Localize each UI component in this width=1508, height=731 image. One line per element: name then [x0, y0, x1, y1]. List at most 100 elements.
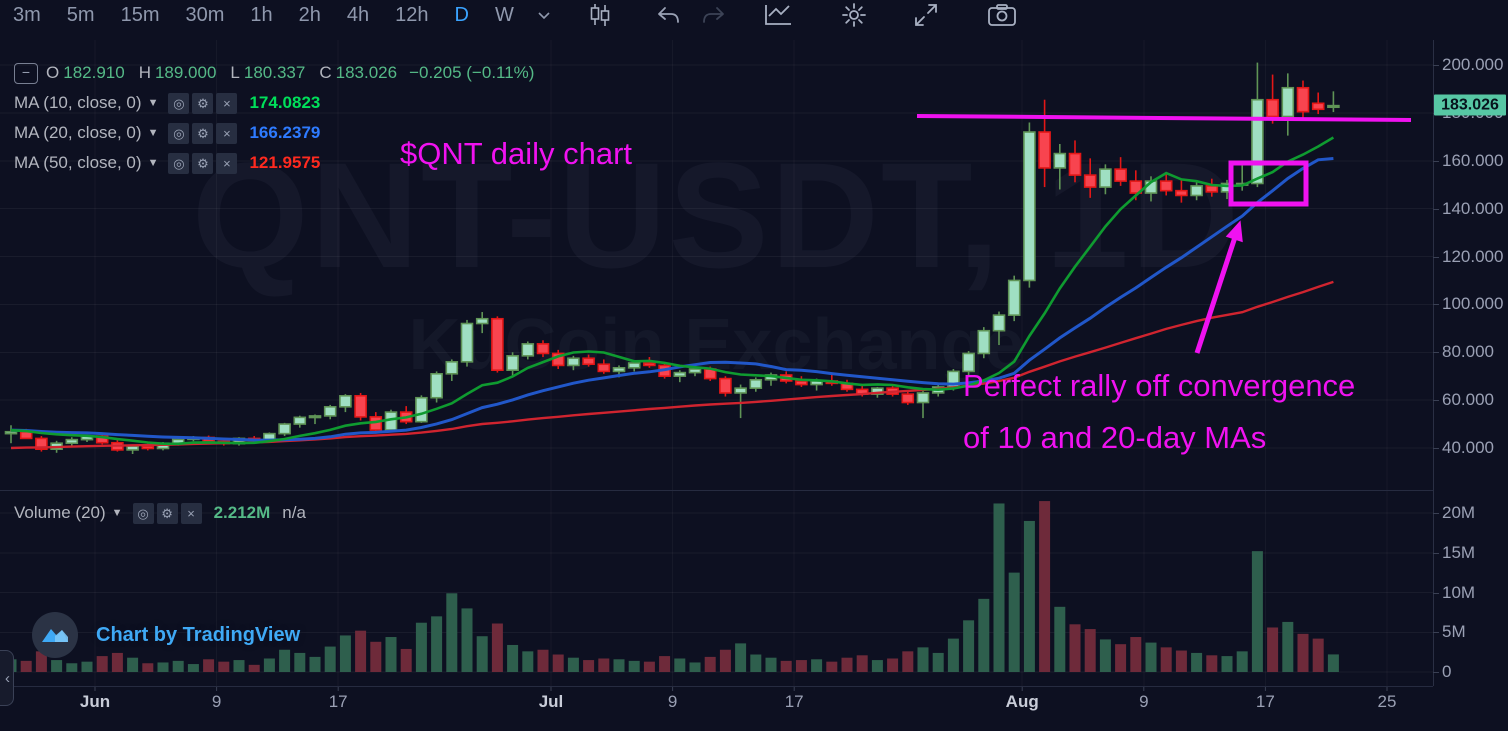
annotation-note-line1: Perfect rally off convergence: [963, 368, 1356, 403]
volume-tick-label: 20M: [1442, 503, 1476, 522]
ma20-row: MA (20, close, 0) ▼ ◎ ⚙ × 166.2379: [14, 118, 538, 148]
tradingview-logo-icon[interactable]: [32, 612, 78, 658]
ma20-remove-icon[interactable]: ×: [216, 122, 238, 144]
price-tick: [1433, 352, 1439, 354]
timeframe-1d[interactable]: D: [454, 4, 469, 26]
close-value: 183.026: [335, 63, 398, 82]
time-tick-label: Jun: [79, 692, 111, 711]
redo-icon[interactable]: [691, 3, 737, 27]
ma20-title: MA (20, close, 0): [14, 123, 142, 142]
volume-tick-label: 10M: [1442, 582, 1476, 602]
high-value: 189.000: [154, 63, 217, 82]
ma20-dropdown-icon[interactable]: ▼: [147, 127, 159, 139]
price-tick: [1433, 400, 1439, 402]
volume-na: n/a: [282, 503, 306, 522]
fullscreen-icon[interactable]: [903, 0, 949, 30]
ma50-settings-icon[interactable]: ⚙: [192, 152, 214, 174]
volume-tick-label: 5M: [1442, 622, 1466, 642]
ma10-remove-icon[interactable]: ×: [216, 92, 238, 114]
timeframe-4h[interactable]: 4h: [346, 4, 370, 26]
time-tick-label: 17: [784, 692, 804, 711]
scroll-left-tab[interactable]: ‹: [0, 650, 14, 706]
chart-legend: − O 182.910 H 189.000 L 180.337 C 183.02…: [14, 58, 538, 178]
volume-dropdown-icon[interactable]: ▼: [111, 507, 123, 519]
timeframe-1h[interactable]: 1h: [250, 4, 273, 26]
ohlc-row: − O 182.910 H 189.000 L 180.337 C 183.02…: [14, 58, 538, 88]
ma20-settings-icon[interactable]: ⚙: [192, 122, 214, 144]
timeframe-chevron-down-icon[interactable]: [527, 8, 561, 22]
price-tick: [1433, 256, 1439, 258]
time-tick-label: 17: [1255, 692, 1275, 711]
time-tick-label: Aug: [1005, 692, 1039, 711]
volume-value: 2.212M: [213, 503, 271, 522]
ma10-value: 174.0823: [249, 93, 321, 112]
timeframe-30m[interactable]: 30m: [185, 4, 225, 26]
volume-tick: [1433, 592, 1439, 594]
price-tick: [1433, 160, 1439, 162]
timeframe-2h[interactable]: 2h: [298, 4, 321, 26]
price-axis-border: [1433, 40, 1434, 686]
low-value: 180.337: [243, 63, 306, 82]
price-tick-label: 60.000: [1442, 390, 1494, 410]
timeframe-1w[interactable]: W: [494, 4, 514, 26]
open-value: 182.910: [63, 63, 125, 82]
price-tick-label: 200.000: [1442, 55, 1504, 74]
volume-tick-label: 0: [1442, 662, 1452, 681]
price-tick-label: 80.000: [1442, 342, 1494, 362]
volume-tick: [1433, 552, 1439, 554]
settings-gear-icon[interactable]: [831, 0, 877, 30]
timeframe-15m[interactable]: 15m: [120, 4, 160, 26]
ma10-title: MA (10, close, 0): [14, 93, 142, 112]
volume-hide-icon[interactable]: ◎: [132, 502, 154, 524]
undo-icon[interactable]: [645, 3, 691, 27]
ma50-dropdown-icon[interactable]: ▼: [147, 157, 159, 169]
open-label: O: [46, 63, 60, 82]
ma50-value: 121.9575: [249, 153, 321, 172]
low-label: L: [230, 63, 240, 82]
time-tick-label: 9: [1139, 692, 1149, 711]
ma20-hide-icon[interactable]: ◎: [168, 122, 190, 144]
volume-tick: [1433, 672, 1439, 673]
price-tick-label: 140.000: [1442, 198, 1504, 218]
price-tick-label: 40.000: [1442, 438, 1494, 457]
volume-remove-icon[interactable]: ×: [180, 502, 202, 524]
volume-tick: [1433, 632, 1439, 634]
volume-tick-label: 15M: [1442, 542, 1476, 562]
timeframe-3m[interactable]: 3m: [13, 4, 41, 26]
price-tick: [1433, 448, 1439, 449]
last-price-tag: 183.026: [1434, 94, 1506, 116]
price-tick: [1433, 304, 1439, 306]
chart-style-candles-icon[interactable]: [579, 1, 621, 29]
time-tick-label: 9: [211, 692, 222, 711]
indicators-icon[interactable]: [753, 1, 803, 29]
high-label: H: [138, 63, 151, 82]
time-axis-separator: [0, 686, 1433, 687]
price-tick-label: 120.000: [1442, 246, 1504, 266]
time-tick-label: 25: [1377, 692, 1397, 711]
change-value: −0.205 (−0.11%): [409, 63, 535, 82]
ma10-settings-icon[interactable]: ⚙: [192, 92, 214, 114]
annotation-title: $QNT daily chart: [400, 136, 633, 171]
time-tick-label: 9: [667, 692, 678, 711]
legend-collapse-icon[interactable]: −: [14, 62, 38, 84]
tradingview-attribution[interactable]: Chart by TradingView: [32, 612, 300, 658]
time-tick-label: 17: [328, 692, 348, 711]
volume-tick: [1433, 513, 1439, 514]
volume-settings-icon[interactable]: ⚙: [156, 502, 178, 524]
timeframe-12h[interactable]: 12h: [395, 4, 429, 26]
ma10-dropdown-icon[interactable]: ▼: [147, 97, 159, 109]
snapshot-camera-icon[interactable]: [977, 1, 1027, 29]
ma50-row: MA (50, close, 0) ▼ ◎ ⚙ × 121.9575: [14, 148, 538, 178]
pane-separator[interactable]: [0, 490, 1433, 491]
tradingview-attribution-text[interactable]: Chart by TradingView: [96, 623, 301, 646]
time-tick-label: Jul: [538, 692, 564, 711]
price-tick-label: 100.000: [1442, 294, 1504, 314]
timeframe-5m[interactable]: 5m: [66, 4, 95, 26]
ma10-row: MA (10, close, 0) ▼ ◎ ⚙ × 174.0823: [14, 88, 538, 118]
ma50-remove-icon[interactable]: ×: [216, 152, 238, 174]
ma50-hide-icon[interactable]: ◎: [168, 152, 190, 174]
ma10-hide-icon[interactable]: ◎: [168, 92, 190, 114]
